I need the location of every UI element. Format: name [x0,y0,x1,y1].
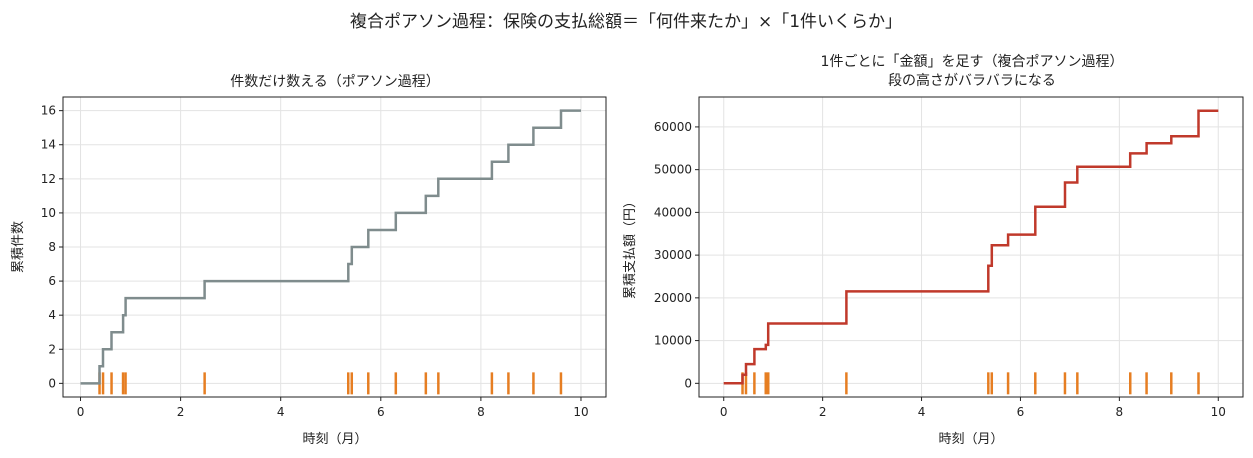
left-x-tick-label: 6 [377,405,385,419]
left-panel-title: 件数だけ数える（ポアソン過程） [230,74,440,90]
left-y-tick-label: 2 [48,342,56,356]
left-y-tick-label: 4 [48,308,56,322]
left-y-tick-label: 10 [41,206,56,220]
right-step-line [723,109,1219,385]
figure-suptitle: 複合ポアソン過程：保険の支払総額＝「何件来たか」×「1件いくらか」 [350,12,902,32]
right-y-tick-label: 40000 [654,205,692,219]
right-x-axis-label: 時刻（月） [938,432,1003,447]
title-line: 1件ごとに「金額」を足す（複合ポアソン過程） [821,53,1124,70]
right-y-tick-label: 30000 [654,248,692,262]
left-x-axis-label: 時刻（月） [302,432,367,447]
right-x-tick-label: 10 [1211,405,1226,419]
right-x-tick-label: 0 [720,405,728,419]
panel-right: 1件ごとに「金額」を足す（複合ポアソン過程） 段の高さがバラバラになる 0 2 4 6 8… [623,53,1244,447]
left-y-tick-label: 14 [41,138,56,152]
right-x-tick-label: 8 [1116,405,1124,419]
right-panel-title: 1件ごとに「金額」を足す（複合ポアソン過程） 段の高さがバラバラになる [821,53,1124,89]
left-x-tick-label: 4 [277,405,285,419]
left-y-tick-label: 12 [41,172,56,186]
right-x-tick-label: 4 [918,405,926,419]
left-step-line [80,109,581,385]
right-y-tick-label: 50000 [654,163,692,177]
left-y-tick-label: 6 [48,274,56,288]
right-y-tick-label: 10000 [654,334,692,348]
left-y-tick-label: 8 [48,240,56,254]
left-y-tick-label: 0 [48,376,56,390]
left-y-tick-label: 16 [41,104,56,118]
right-axes-frame [698,96,1244,398]
right-y-tick-label: 20000 [654,291,692,305]
title-line: 段の高さがバラバラになる [888,72,1056,89]
right-x-tick-label: 2 [819,405,827,419]
left-x-tick-label: 8 [477,405,485,419]
left-y-axis-label: 累積件数 [11,221,26,273]
left-x-tick-label: 0 [77,405,85,419]
panel-left: 件数だけ数える（ポアソン過程） 0 2 4 6 8 10 0 2 4 6 8 10 12 14 16 時刻… [11,74,607,447]
left-x-tick-label: 10 [573,405,588,419]
right-y-tick-label: 0 [684,376,692,390]
right-y-tick-label: 60000 [654,120,692,134]
right-y-axis-label: 累積支払額（円） [623,195,638,299]
right-x-tick-label: 6 [1017,405,1025,419]
left-x-tick-label: 2 [177,405,185,419]
